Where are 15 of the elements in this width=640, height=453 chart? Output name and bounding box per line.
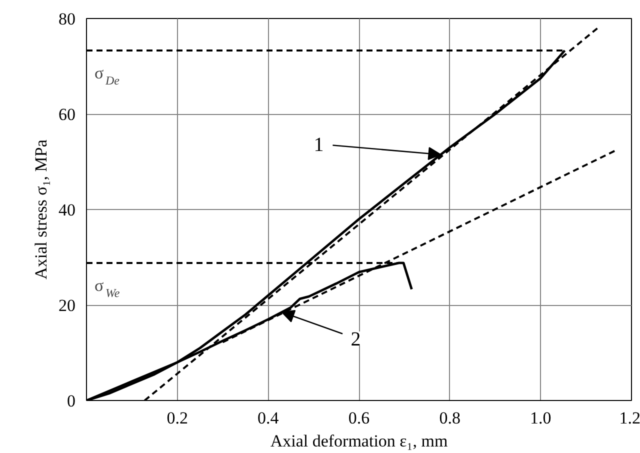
- y-tick-label: 80: [58, 10, 76, 28]
- x-axis-title: Axial deformation ε₁, mm: [270, 432, 448, 450]
- y-tick-label: 40: [58, 200, 76, 220]
- y-tick-label: 0: [67, 392, 76, 410]
- x-tick-label: 1.2: [619, 408, 640, 428]
- y-tick-label: 60: [58, 105, 76, 124]
- x-tick-label: 0.8: [439, 408, 460, 428]
- x-tick-label: 0.2: [166, 408, 188, 428]
- y-axis-title: Axial stress σ₁, MPa: [32, 139, 50, 280]
- x-tick-label: 0.6: [348, 408, 370, 428]
- y-tick-label: 20: [58, 296, 76, 315]
- x-tick-label: 0.4: [258, 408, 280, 428]
- x-tick-label: 1.0: [530, 408, 552, 428]
- annotation: 2: [350, 328, 361, 350]
- annotation: 1: [314, 134, 324, 156]
